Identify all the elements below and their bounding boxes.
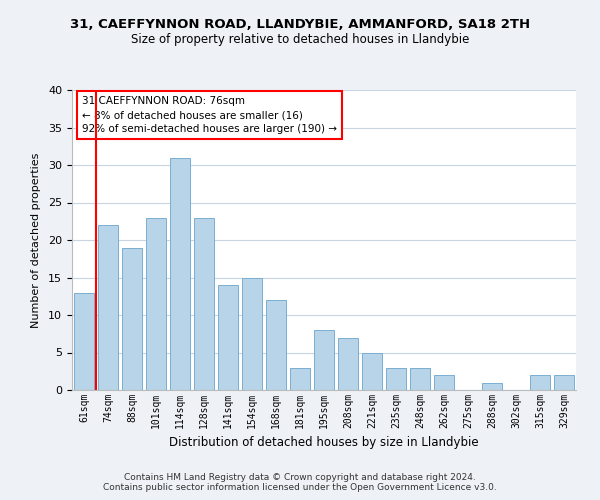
Bar [146,218,166,390]
Bar [314,330,334,390]
Bar [482,382,502,390]
Bar [362,352,382,390]
Bar [554,375,574,390]
Bar [266,300,286,390]
Bar [122,248,142,390]
Bar [386,368,406,390]
Bar [194,218,214,390]
Text: Contains HM Land Registry data © Crown copyright and database right 2024.: Contains HM Land Registry data © Crown c… [124,474,476,482]
X-axis label: Distribution of detached houses by size in Llandybie: Distribution of detached houses by size … [169,436,479,450]
Bar [338,338,358,390]
Y-axis label: Number of detached properties: Number of detached properties [31,152,41,328]
Text: Size of property relative to detached houses in Llandybie: Size of property relative to detached ho… [131,32,469,46]
Bar [434,375,454,390]
Text: 31 CAEFFYNNON ROAD: 76sqm
← 8% of detached houses are smaller (16)
92% of semi-d: 31 CAEFFYNNON ROAD: 76sqm ← 8% of detach… [82,96,337,134]
Bar [530,375,550,390]
Bar [242,278,262,390]
Text: Contains public sector information licensed under the Open Government Licence v3: Contains public sector information licen… [103,484,497,492]
Text: 31, CAEFFYNNON ROAD, LLANDYBIE, AMMANFORD, SA18 2TH: 31, CAEFFYNNON ROAD, LLANDYBIE, AMMANFOR… [70,18,530,30]
Bar [74,292,94,390]
Bar [170,158,190,390]
Bar [218,285,238,390]
Bar [98,225,118,390]
Bar [410,368,430,390]
Bar [290,368,310,390]
